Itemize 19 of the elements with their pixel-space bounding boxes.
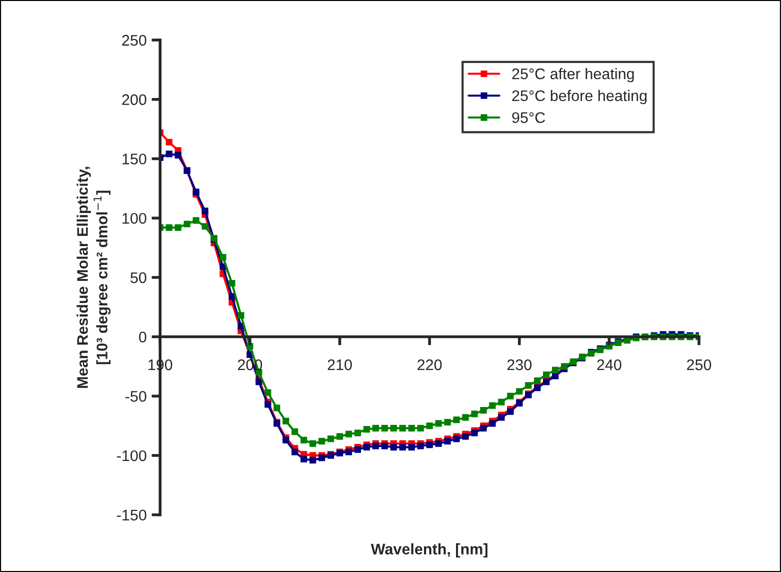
legend-label: 25°C before heating	[512, 90, 647, 104]
x-tick-label: 220	[418, 359, 442, 370]
y-tick-label: 100	[122, 212, 146, 224]
x-tick-label: 210	[328, 359, 352, 370]
y-tick-label: 50	[130, 272, 146, 284]
legend-label: 25°C after heating	[512, 68, 634, 82]
x-tick-label: 240	[597, 359, 622, 370]
x-tick-label: 250	[687, 359, 712, 370]
legend-label: 95°C	[512, 112, 546, 124]
y-tick-label: -100	[117, 450, 146, 462]
y-tick-label: -50	[126, 390, 146, 402]
x-tick-label: 230	[507, 359, 532, 370]
y-tick-label: 200	[122, 94, 146, 106]
x-axis-title: Wavelenth, [nm]	[370, 543, 488, 558]
y-axis-title: Mean Residue Molar Ellipticity, [10³ degree cm² dmol$^{−1}$]	[76, 166, 111, 388]
y-tick-label: 250	[122, 34, 146, 46]
y-tick-label: 0	[139, 332, 146, 342]
y-tick-label: 150	[122, 154, 146, 164]
y-tick-label: -150	[117, 510, 146, 520]
